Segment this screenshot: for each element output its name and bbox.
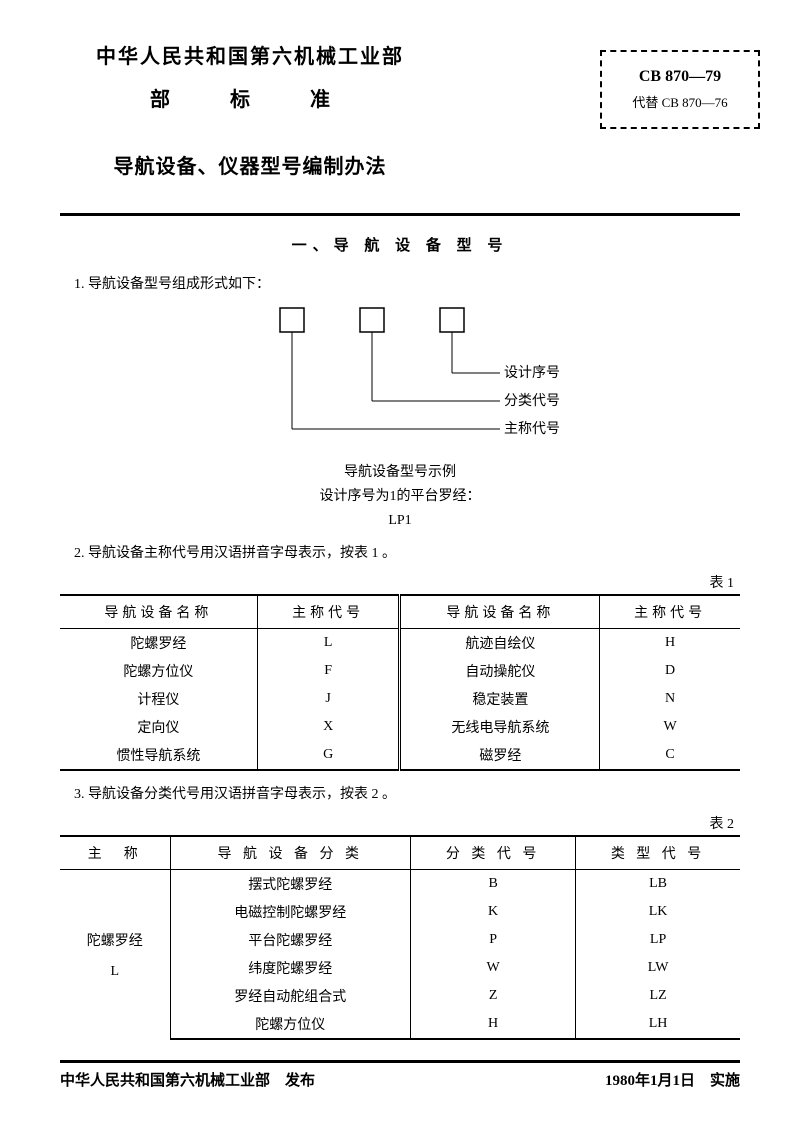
table-cell: C [600, 741, 740, 770]
table-cell: 陀螺方位仪 [60, 657, 257, 685]
table-cell: 无线电导航系统 [400, 713, 600, 741]
table-row: 陀螺方位仪F自动操舵仪D [60, 657, 740, 685]
footer-left: 中华人民共和国第六机械工业部 发布 [60, 1069, 315, 1090]
table-cell: 电磁控制陀螺罗经 [170, 898, 411, 926]
document-header: 中华人民共和国第六机械工业部 部 标 准 导航设备、仪器型号编制办法 CB 87… [60, 40, 740, 179]
table-cell: 陀螺方位仪 [170, 1010, 411, 1039]
item-1-text: 1. 导航设备型号组成形式如下： [60, 273, 740, 293]
model-format-diagram: 设计序号 分类代号 主称代号 [60, 303, 740, 453]
table-cell: 罗经自动舵组合式 [170, 982, 411, 1010]
t2-col-1: 主 称 [60, 836, 170, 870]
table-row: 陀螺罗经L航迹自绘仪H [60, 629, 740, 658]
table-1-caption: 表 1 [60, 572, 734, 592]
table-cell: LW [576, 954, 740, 982]
table-cell: H [411, 1010, 576, 1039]
issuer-line: 中华人民共和国第六机械工业部 [60, 40, 440, 69]
top-rule [60, 213, 740, 216]
table-cell: B [411, 870, 576, 899]
standard-label: 部 标 准 [60, 83, 440, 112]
table-cell: D [600, 657, 740, 685]
table-1-header-row: 导航设备名称 主称代号 导航设备名称 主称代号 [60, 595, 740, 629]
example-line-2: 设计序号为1的平台罗经： [60, 485, 740, 509]
table-cell: J [257, 685, 400, 713]
diagram-label-class-code: 分类代号 [504, 393, 560, 409]
table-cell: L [257, 629, 400, 658]
table-cell: LZ [576, 982, 740, 1010]
table-cell: 自动操舵仪 [400, 657, 600, 685]
table-cell: W [600, 713, 740, 741]
table-cell: 惯性导航系统 [60, 741, 257, 770]
table-row: 陀螺罗经L摆式陀螺罗经BLB [60, 870, 740, 899]
document-title: 导航设备、仪器型号编制办法 [60, 150, 440, 179]
example-block: 导航设备型号示例 设计序号为1的平台罗经： LP1 [60, 461, 740, 532]
example-line-3: LP1 [60, 509, 740, 533]
table-row: 惯性导航系统G磁罗经C [60, 741, 740, 770]
table-cell: LB [576, 870, 740, 899]
t2-col-2: 导 航 设 备 分 类 [170, 836, 411, 870]
table-2: 主 称 导 航 设 备 分 类 分 类 代 号 类 型 代 号 陀螺罗经L摆式陀… [60, 835, 740, 1040]
table-cell: 摆式陀螺罗经 [170, 870, 411, 899]
table-cell: K [411, 898, 576, 926]
table-cell: 陀螺罗经 [60, 629, 257, 658]
table-cell: 纬度陀螺罗经 [170, 954, 411, 982]
t1-col-1: 导航设备名称 [60, 595, 257, 629]
table-cell: 航迹自绘仪 [400, 629, 600, 658]
table-cell: F [257, 657, 400, 685]
table-cell: LK [576, 898, 740, 926]
table-cell: G [257, 741, 400, 770]
standard-code: CB 870—79 [622, 68, 738, 86]
diagram-label-main-code: 主称代号 [504, 421, 560, 437]
table-cell: W [411, 954, 576, 982]
table-cell: 平台陀螺罗经 [170, 926, 411, 954]
item-2-text: 2. 导航设备主称代号用汉语拼音字母表示，按表 1 。 [60, 542, 740, 562]
table-cell: 稳定装置 [400, 685, 600, 713]
table-1: 导航设备名称 主称代号 导航设备名称 主称代号 陀螺罗经L航迹自绘仪H陀螺方位仪… [60, 594, 740, 771]
table-cell: X [257, 713, 400, 741]
table-2-group-cell: 陀螺罗经L [60, 870, 170, 1040]
table-2-caption: 表 2 [60, 813, 734, 833]
t1-col-2: 主称代号 [257, 595, 400, 629]
table-cell: 计程仪 [60, 685, 257, 713]
table-cell: N [600, 685, 740, 713]
table-cell: 定向仪 [60, 713, 257, 741]
table-cell: 磁罗经 [400, 741, 600, 770]
example-line-1: 导航设备型号示例 [60, 461, 740, 485]
standard-code-box: CB 870—79 代替 CB 870—76 [600, 50, 760, 129]
table-row: 定向仪X无线电导航系统W [60, 713, 740, 741]
table-row: 计程仪J稳定装置N [60, 685, 740, 713]
table-cell: P [411, 926, 576, 954]
footer-right: 1980年1月1日 实施 [605, 1069, 740, 1090]
supersedes-code: 代替 CB 870—76 [622, 92, 738, 111]
item-3-text: 3. 导航设备分类代号用汉语拼音字母表示，按表 2 。 [60, 783, 740, 803]
section-1-title: 一、导 航 设 备 型 号 [60, 234, 740, 255]
table-cell: H [600, 629, 740, 658]
table-cell: LP [576, 926, 740, 954]
table-cell: LH [576, 1010, 740, 1039]
diagram-svg: 设计序号 分类代号 主称代号 [190, 303, 610, 453]
t2-col-3: 分 类 代 号 [411, 836, 576, 870]
t1-col-3: 导航设备名称 [400, 595, 600, 629]
t2-col-4: 类 型 代 号 [576, 836, 740, 870]
footer-rule [60, 1060, 740, 1063]
table-2-header-row: 主 称 导 航 设 备 分 类 分 类 代 号 类 型 代 号 [60, 836, 740, 870]
footer-line: 中华人民共和国第六机械工业部 发布 1980年1月1日 实施 [60, 1069, 740, 1090]
diagram-label-design-seq: 设计序号 [504, 365, 560, 381]
t1-col-4: 主称代号 [600, 595, 740, 629]
table-cell: Z [411, 982, 576, 1010]
